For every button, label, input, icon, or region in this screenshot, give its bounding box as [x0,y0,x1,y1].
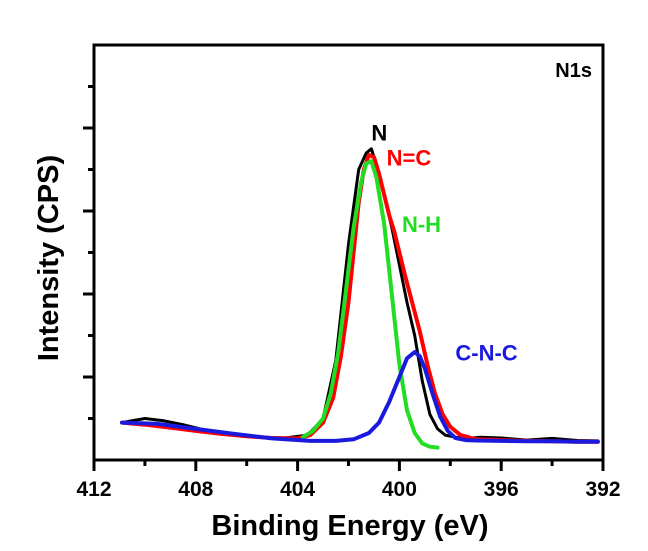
tick-layer [83,85,605,471]
x-axis-title: Binding Energy (eV) [211,510,488,542]
x-tick-label: 408 [178,478,213,501]
peak-annotation: N=C [387,145,432,170]
x-tick-label: 392 [585,478,620,501]
y-axis-title: Intensity (CPS) [33,155,65,361]
x-tick-label: 400 [382,478,417,501]
x-tick-label: 396 [484,478,519,501]
peak-annotation: C-N-C [455,340,517,365]
x-tick-label: 412 [76,478,111,501]
panel-label: N1s [555,60,592,82]
label-layer: 412 408 404 400 396 392 NN=C N-H C-N-C [76,120,620,501]
series-line-4 [120,350,600,444]
x-tick-label: 404 [280,478,315,501]
peak-annotation: N [371,120,387,145]
series-line-3 [300,159,440,450]
series-layer [120,147,600,450]
peak-annotation: N-H [402,212,441,237]
